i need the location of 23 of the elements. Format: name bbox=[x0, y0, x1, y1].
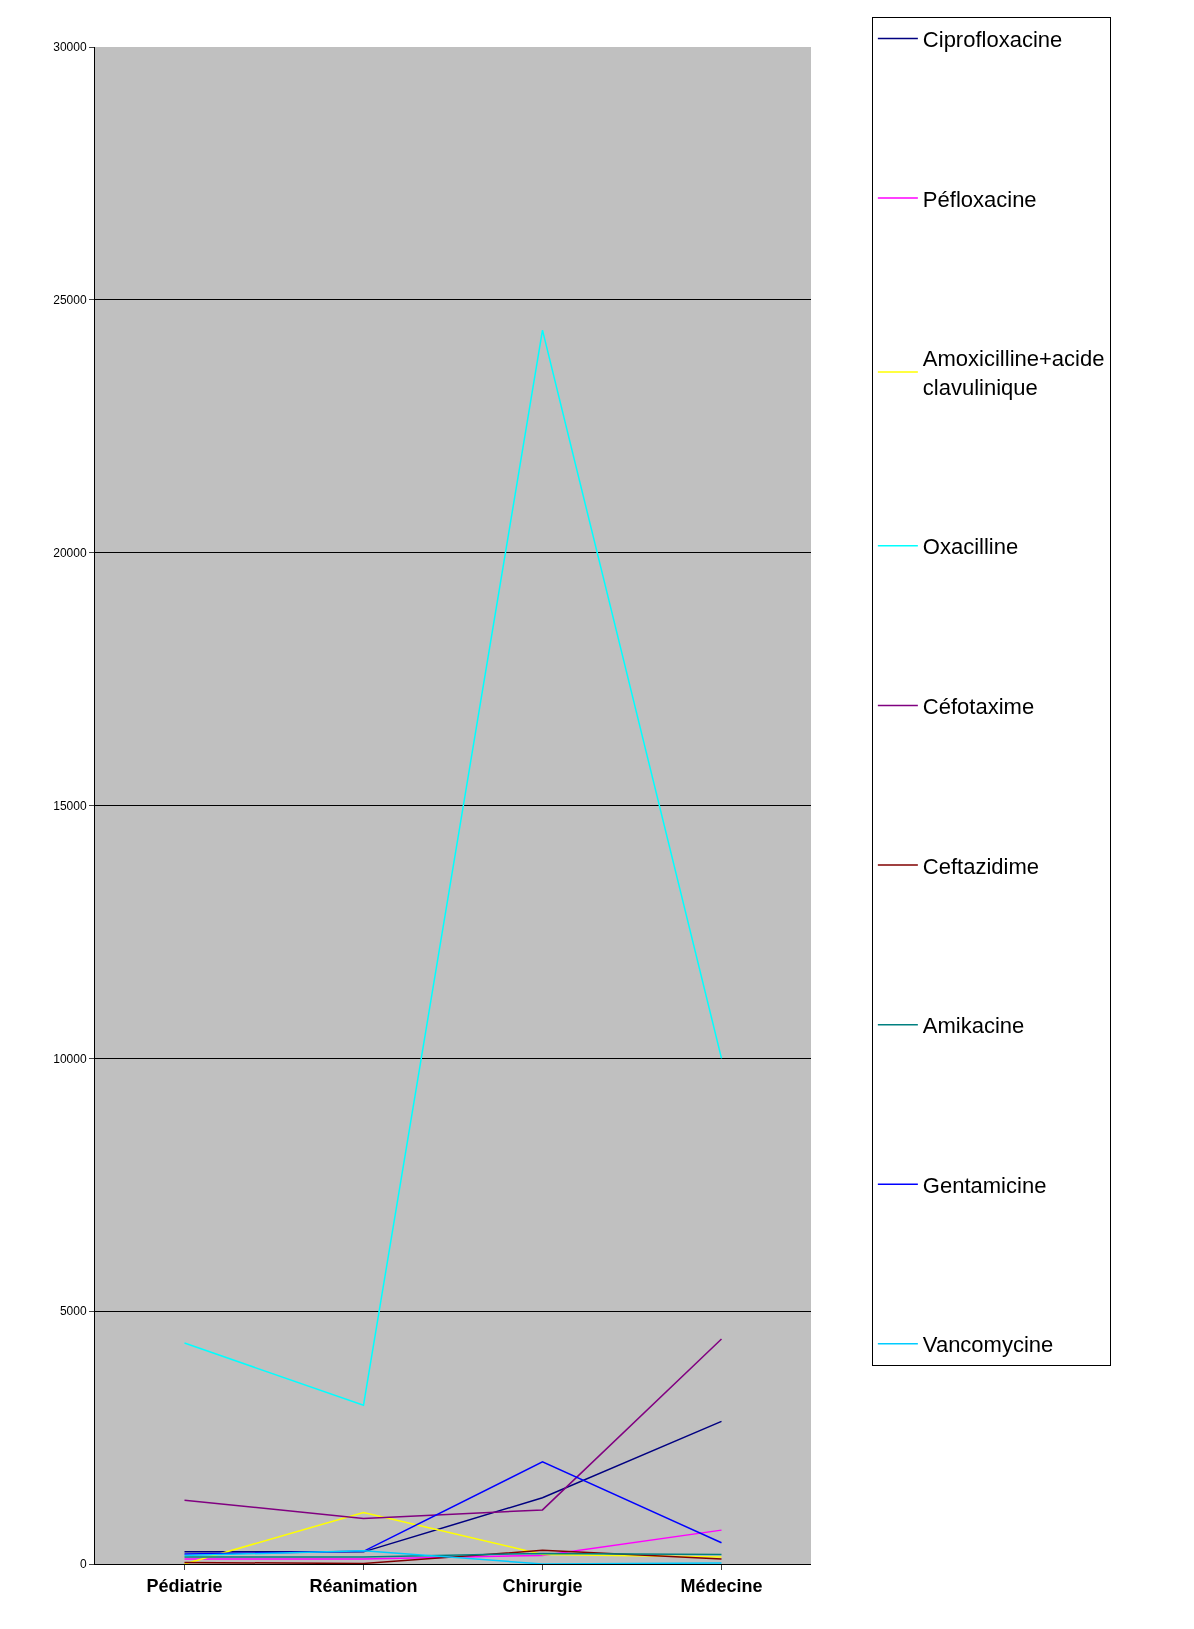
x-tick-label: Réanimation bbox=[309, 1575, 418, 1596]
y-tick-label: 30000 bbox=[53, 40, 87, 55]
line-series bbox=[183, 1338, 723, 1520]
legend-label: Vancomycine bbox=[922, 1332, 1054, 1358]
legend-label: Gentamicine bbox=[922, 1172, 1047, 1198]
y-tick-label: 0 bbox=[79, 1557, 87, 1572]
x-tick-label: Chirurgie bbox=[502, 1575, 583, 1596]
y-tick-label: 20000 bbox=[53, 545, 87, 560]
legend-label: Amoxicilline+acide clavulinique bbox=[922, 346, 1105, 400]
legend-label: Amikacine bbox=[922, 1013, 1025, 1039]
x-tick-label: Médecine bbox=[680, 1575, 763, 1596]
line-series bbox=[183, 329, 723, 1406]
y-tick-label: 15000 bbox=[53, 798, 87, 813]
legend-label: Céfotaxime bbox=[922, 694, 1035, 720]
legend-label: Ceftazidime bbox=[922, 853, 1040, 879]
legend-label: Péfloxacine bbox=[922, 186, 1037, 212]
y-tick-label: 10000 bbox=[53, 1051, 87, 1066]
legend-label: Ciprofloxacine bbox=[922, 27, 1063, 53]
y-tick-label: 25000 bbox=[53, 293, 87, 308]
x-tick-label: Pédiatrie bbox=[146, 1575, 223, 1596]
y-tick-label: 5000 bbox=[59, 1304, 87, 1319]
line-series bbox=[183, 1511, 723, 1564]
legend-label: Oxacilline bbox=[922, 534, 1019, 560]
